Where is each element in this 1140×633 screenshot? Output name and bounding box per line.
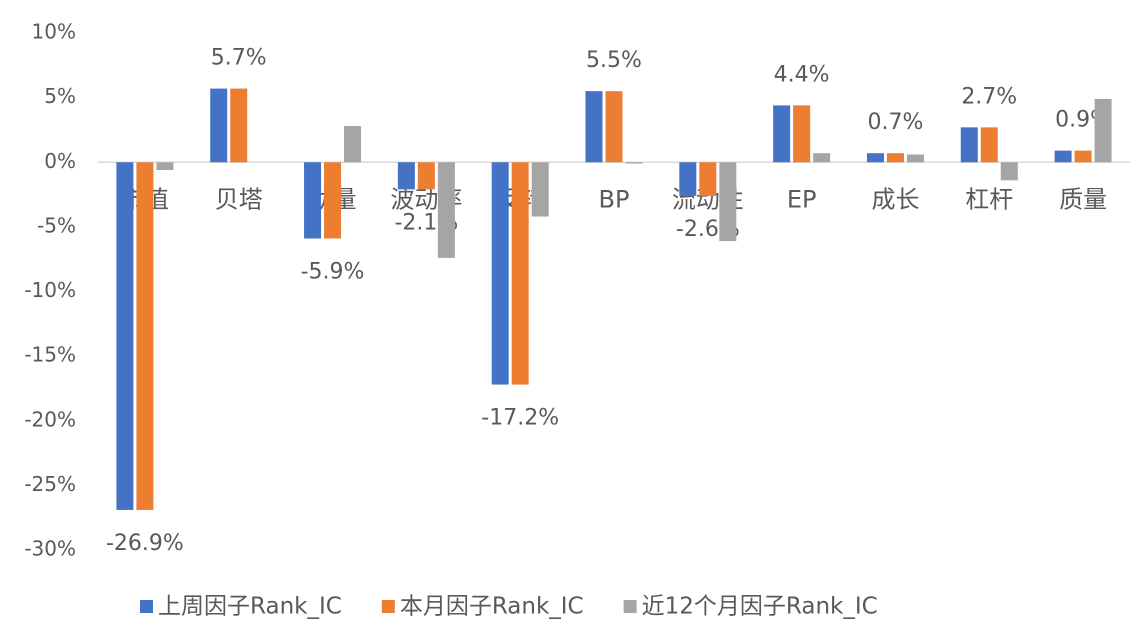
legend-label: 本月因子Rank_IC — [400, 594, 584, 620]
value-label: 0.7% — [868, 110, 924, 135]
bar — [344, 126, 362, 163]
bar — [980, 127, 998, 163]
bar — [491, 162, 509, 385]
legend-label: 近12个月因子Rank_IC — [642, 594, 878, 620]
y-tick-label: 5% — [44, 84, 76, 108]
value-label: 5.7% — [211, 46, 267, 71]
legend-label: 上周因子Rank_IC — [158, 594, 342, 620]
value-label: -17.2% — [481, 406, 559, 431]
bar — [699, 162, 717, 196]
bar — [156, 162, 174, 171]
x-tick-label: 成长 — [871, 185, 919, 213]
bar — [304, 162, 322, 239]
y-tick-label: 0% — [44, 149, 76, 173]
bar — [531, 162, 549, 217]
bar — [1094, 98, 1112, 163]
x-tick-label: 杠杆 — [965, 185, 1013, 213]
y-tick-label: -25% — [24, 472, 76, 496]
bar — [1074, 150, 1092, 163]
bar — [230, 88, 248, 163]
x-tick-label: BP — [599, 185, 630, 213]
bar — [397, 162, 415, 190]
y-tick-label: -20% — [24, 407, 76, 431]
bar — [866, 153, 884, 163]
legend-swatch — [623, 600, 637, 613]
legend-swatch — [140, 600, 153, 613]
bar — [324, 162, 342, 239]
bar — [886, 153, 904, 163]
bar — [625, 162, 643, 164]
bar — [960, 127, 978, 163]
bar — [511, 162, 529, 385]
x-tick-label: EP — [787, 185, 817, 213]
bar — [719, 162, 737, 242]
bar — [417, 162, 435, 190]
bar — [813, 153, 831, 163]
bar — [906, 154, 924, 163]
bar — [1000, 162, 1018, 181]
value-label: -26.9% — [106, 531, 184, 556]
y-tick-label: -10% — [24, 278, 76, 302]
value-label: -5.9% — [301, 260, 365, 285]
legend-swatch — [381, 600, 395, 613]
bar — [605, 91, 623, 163]
value-label: 5.5% — [586, 48, 642, 73]
x-tick-label: 贝塔 — [215, 185, 263, 213]
y-tick-label: -30% — [24, 537, 76, 561]
bar — [679, 162, 697, 196]
value-label: 4.4% — [774, 62, 830, 87]
y-tick-label: 10% — [32, 20, 76, 44]
y-tick-label: -15% — [24, 343, 76, 367]
bar — [210, 88, 228, 163]
bar — [136, 162, 154, 510]
bar — [793, 105, 811, 163]
bar — [116, 162, 134, 510]
bar — [437, 162, 455, 258]
bar — [1054, 150, 1072, 163]
value-label: 2.7% — [961, 84, 1017, 109]
bar — [773, 105, 791, 163]
bar — [585, 91, 603, 163]
y-tick-label: -5% — [37, 213, 76, 237]
x-tick-label: 质量 — [1059, 185, 1107, 213]
